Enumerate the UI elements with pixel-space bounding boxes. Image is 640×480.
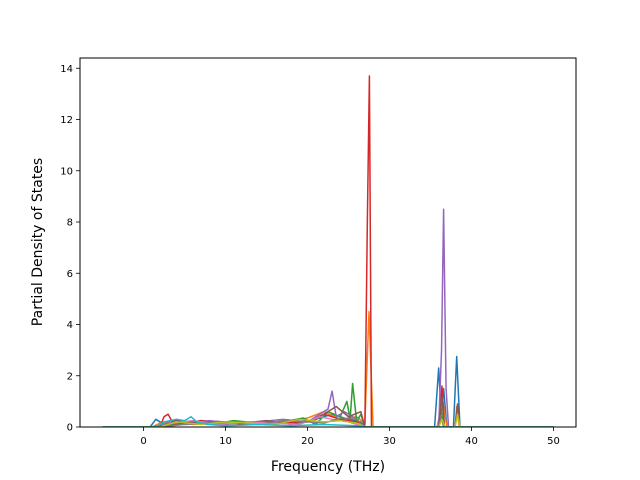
series-line-1	[102, 355, 554, 427]
y-tick-label: 2	[67, 371, 73, 382]
y-axis: 0 2 4 6 8 10 12 14	[60, 64, 80, 434]
x-tick-label: 10	[219, 436, 232, 447]
y-tick-label: 10	[60, 166, 73, 177]
y-tick-label: 12	[60, 115, 73, 126]
x-tick-label: 40	[465, 436, 478, 447]
y-tick-label: 8	[67, 218, 73, 229]
x-tick-label: 50	[547, 436, 560, 447]
series-line-10	[102, 416, 554, 427]
series-line-9	[102, 413, 554, 427]
x-tick-label: 0	[140, 436, 146, 447]
x-tick-label: 20	[301, 436, 314, 447]
y-tick-label: 4	[67, 320, 73, 331]
x-axis: 0 10 20 30 40 50	[140, 427, 560, 447]
plot-area-frame	[79, 57, 577, 428]
y-tick-label: 6	[67, 269, 73, 280]
y-tick-label: 14	[60, 64, 73, 75]
x-tick-label: 30	[383, 436, 396, 447]
series-layer	[102, 75, 554, 427]
y-axis-label: Partial Density of States	[30, 158, 46, 326]
x-axis-label: Frequency (THz)	[271, 459, 385, 475]
y-tick-label: 0	[67, 423, 73, 434]
